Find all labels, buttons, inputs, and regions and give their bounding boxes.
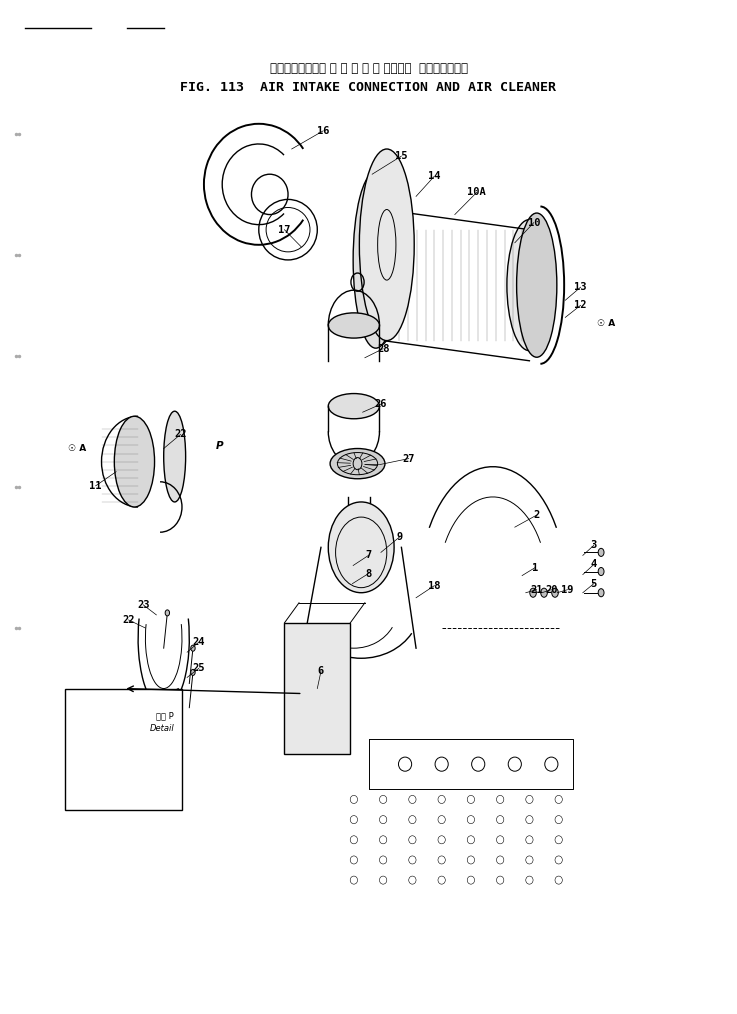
Ellipse shape [541,588,548,597]
Text: 23: 23 [137,600,150,609]
Text: 27: 27 [402,453,415,463]
Ellipse shape [191,645,195,651]
Ellipse shape [552,588,559,597]
Text: 6: 6 [318,666,324,676]
Text: 20: 20 [545,585,558,594]
Text: 14: 14 [428,171,441,182]
Text: 10: 10 [528,218,540,227]
Text: 24: 24 [192,637,205,647]
Text: 15: 15 [395,151,408,161]
Text: 7: 7 [366,551,371,561]
Bar [65,689,182,809]
Ellipse shape [360,200,405,331]
Ellipse shape [328,502,394,593]
Text: 12: 12 [574,300,587,310]
Text: 17: 17 [278,225,290,234]
Ellipse shape [598,589,604,597]
Text: 11: 11 [89,481,102,491]
Text: 10A: 10A [467,188,486,198]
Ellipse shape [517,213,557,357]
Ellipse shape [353,171,399,348]
Ellipse shape [330,448,385,479]
Ellipse shape [598,568,604,576]
Text: 18: 18 [428,581,441,591]
Text: 16: 16 [317,126,329,136]
Text: 4: 4 [590,560,597,570]
Text: 22: 22 [174,429,186,439]
Text: エアーインテーク コ ネ ク シ ェ ンおよび  エアークリーナ: エアーインテーク コ ネ ク シ ェ ンおよび エアークリーナ [270,62,467,75]
Text: Detail: Detail [150,724,175,733]
Text: P: P [216,441,224,451]
Text: 詳細 P: 詳細 P [156,711,174,720]
Ellipse shape [165,609,170,615]
Text: 19: 19 [561,585,573,594]
Ellipse shape [328,393,380,419]
Text: 9: 9 [396,532,402,542]
Bar [284,623,350,754]
Text: 22: 22 [122,614,135,625]
Ellipse shape [328,313,380,338]
Ellipse shape [114,416,155,507]
Text: ☉ A: ☉ A [597,319,615,328]
Text: 26: 26 [374,400,387,409]
Text: 2: 2 [534,510,540,520]
Text: 3: 3 [590,540,597,551]
Text: 5: 5 [590,579,597,589]
Text: 13: 13 [574,282,587,292]
Ellipse shape [530,588,537,597]
Text: 8: 8 [366,569,371,579]
Ellipse shape [507,220,552,351]
Ellipse shape [164,412,186,502]
Ellipse shape [598,549,604,557]
Text: 21: 21 [531,585,543,594]
Text: 1: 1 [532,563,539,573]
Text: ☉ A: ☉ A [69,444,86,453]
Ellipse shape [360,149,414,341]
Ellipse shape [348,541,370,554]
Text: FIG. 113  AIR INTAKE CONNECTION AND AIR CLEANER: FIG. 113 AIR INTAKE CONNECTION AND AIR C… [181,81,556,94]
Text: 28: 28 [377,344,389,354]
Ellipse shape [191,669,195,675]
Text: 25: 25 [192,663,205,673]
